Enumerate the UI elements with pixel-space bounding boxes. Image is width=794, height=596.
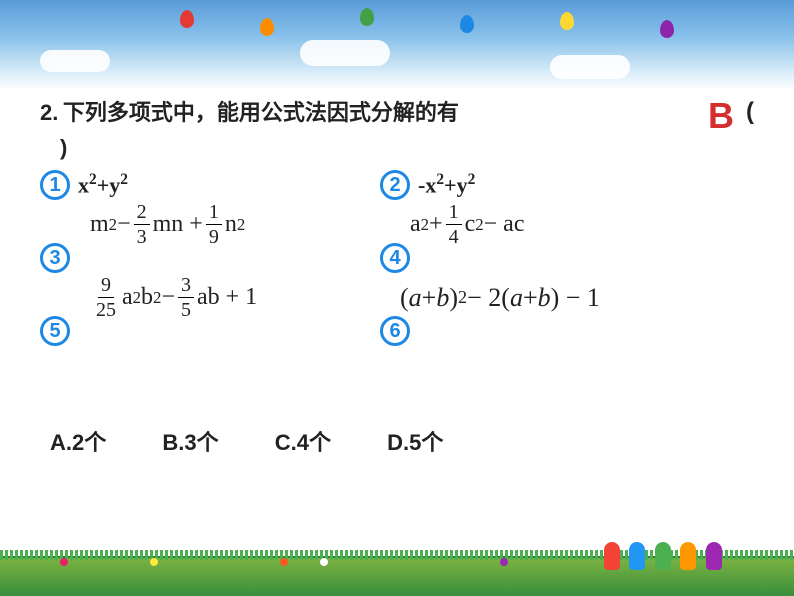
- item-expr-4: a2 + 14c2 − ac: [410, 202, 524, 247]
- item-1: 1 x2+y2: [40, 170, 380, 200]
- option-c: C.4个: [275, 430, 331, 455]
- question-text: 下列多项式中，能用公式法因式分解的有: [63, 100, 459, 125]
- option-b: B.3个: [162, 430, 218, 455]
- question-number: 2.: [40, 100, 58, 125]
- item-label-5: 5: [40, 316, 70, 346]
- balloon-decoration: [180, 10, 194, 28]
- item-label-1: 1: [40, 170, 70, 200]
- item-6: 6: [380, 316, 720, 346]
- balloon-decoration: [460, 15, 474, 33]
- item-expr-1: x2+y2: [78, 171, 128, 198]
- item-expr-2: -x2+y2: [418, 171, 475, 198]
- option-a: A.2个: [50, 430, 106, 455]
- cloud-decoration: [40, 50, 110, 72]
- item-4: 4: [380, 243, 720, 273]
- item-label-4: 4: [380, 243, 410, 273]
- cloud-decoration: [550, 55, 630, 79]
- item-expr-6: (a + b)2 − 2(a + b) − 1: [400, 283, 600, 313]
- item-label-3: 3: [40, 243, 70, 273]
- balloon-decoration: [360, 8, 374, 26]
- flower-decoration: [500, 558, 508, 566]
- balloon-decoration: [560, 12, 574, 30]
- items-grid: 1 x2+y2 2 -x2+y2 m2 − 23mn + 19n2 a2 + 1…: [40, 170, 760, 354]
- item-expr-5: 925a2b2 − 35ab + 1: [90, 275, 257, 320]
- flower-decoration: [320, 558, 328, 566]
- sky-background: [0, 0, 794, 90]
- flower-decoration: [150, 558, 158, 566]
- paren-close: ): [60, 135, 67, 160]
- kids-decoration: [602, 542, 724, 576]
- balloon-decoration: [660, 20, 674, 38]
- item-2: 2 -x2+y2: [380, 170, 720, 200]
- item-expr-3: m2 − 23mn + 19n2: [90, 202, 245, 247]
- question-block: 2. 下列多项式中，能用公式法因式分解的有 ): [40, 95, 754, 165]
- cloud-decoration: [300, 40, 390, 66]
- paren-open: (: [746, 98, 754, 126]
- flower-decoration: [60, 558, 68, 566]
- option-d: D.5个: [387, 430, 443, 455]
- item-5: 5: [40, 316, 380, 346]
- balloon-decoration: [260, 18, 274, 36]
- item-label-2: 2: [380, 170, 410, 200]
- flower-decoration: [280, 558, 288, 566]
- item-label-6: 6: [380, 316, 410, 346]
- answer-options: A.2个 B.3个 C.4个 D.5个: [50, 425, 493, 457]
- item-3: 3: [40, 243, 380, 273]
- answer-letter: B: [708, 95, 734, 137]
